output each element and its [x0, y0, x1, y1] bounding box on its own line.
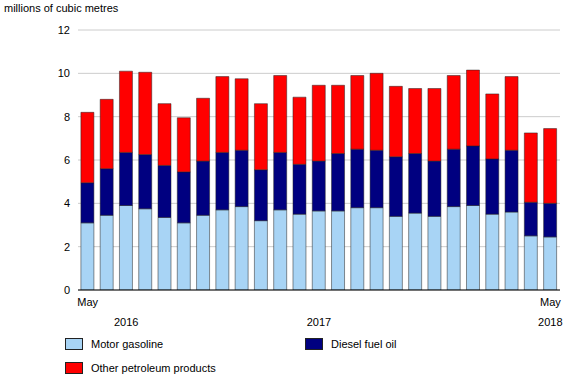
svg-text:May: May [77, 296, 98, 308]
svg-text:8: 8 [64, 111, 70, 123]
svg-text:0: 0 [64, 284, 70, 296]
html-text:Diesel fuel oil: Diesel fuel oil [331, 338, 397, 350]
html-text:millions of cubic metres: millions of cubic metres [4, 2, 119, 14]
svg-text:2017: 2017 [307, 316, 331, 328]
html-text:Other petroleum products: Other petroleum products [91, 362, 216, 374]
svg-text:May: May [540, 296, 561, 308]
html-text:Motor gasoline: Motor gasoline [91, 338, 164, 350]
svg-text:2: 2 [64, 241, 70, 253]
svg-text:12: 12 [58, 24, 70, 36]
svg-text:6: 6 [64, 154, 70, 166]
svg-text:4: 4 [64, 197, 70, 209]
svg-text:10: 10 [58, 67, 70, 79]
svg-text:2018: 2018 [538, 316, 562, 328]
svg-text:2016: 2016 [114, 316, 138, 328]
